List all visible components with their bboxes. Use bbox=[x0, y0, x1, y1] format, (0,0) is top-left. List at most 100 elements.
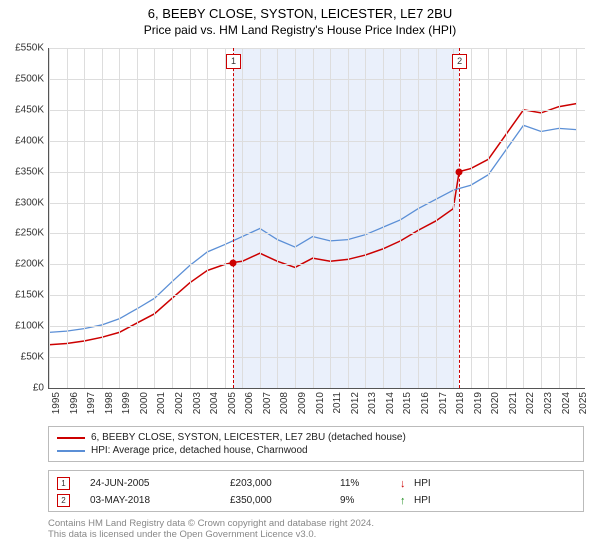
arrow-icon: ↑ bbox=[400, 495, 414, 507]
xtick-label: 2001 bbox=[156, 392, 167, 414]
gridline-v bbox=[242, 48, 243, 388]
gridline-v bbox=[418, 48, 419, 388]
gridline-h bbox=[49, 203, 585, 204]
attribution-line-2: This data is licensed under the Open Gov… bbox=[48, 529, 584, 540]
xtick-label: 2009 bbox=[297, 392, 308, 414]
gridline-v bbox=[172, 48, 173, 388]
gridline-h bbox=[49, 357, 585, 358]
gridline-v bbox=[348, 48, 349, 388]
gridline-v bbox=[506, 48, 507, 388]
gridline-v bbox=[436, 48, 437, 388]
xtick-label: 2011 bbox=[332, 392, 343, 414]
ytick-label: £450K bbox=[0, 104, 44, 115]
xtick-label: 1997 bbox=[86, 392, 97, 414]
xtick-label: 1996 bbox=[69, 392, 80, 414]
gridline-v bbox=[277, 48, 278, 388]
sale-marker-box: 2 bbox=[452, 54, 467, 69]
xtick-label: 2023 bbox=[543, 392, 554, 414]
sale-price: £350,000 bbox=[230, 495, 340, 506]
sales-table: 124-JUN-2005£203,00011%↓HPI203-MAY-2018£… bbox=[48, 470, 584, 512]
gridline-h bbox=[49, 79, 585, 80]
gridline-v bbox=[453, 48, 454, 388]
chart-lines bbox=[49, 48, 585, 388]
sale-marker-box: 1 bbox=[226, 54, 241, 69]
xtick-label: 2002 bbox=[174, 392, 185, 414]
ytick-label: £350K bbox=[0, 166, 44, 177]
sale-pct: 9% bbox=[340, 495, 400, 506]
gridline-v bbox=[102, 48, 103, 388]
gridline-v bbox=[260, 48, 261, 388]
sale-row: 124-JUN-2005£203,00011%↓HPI bbox=[57, 475, 575, 492]
gridline-v bbox=[365, 48, 366, 388]
ytick-label: £500K bbox=[0, 73, 44, 84]
sale-hpi-label: HPI bbox=[414, 495, 431, 506]
ytick-label: £150K bbox=[0, 290, 44, 301]
gridline-v bbox=[154, 48, 155, 388]
ytick-label: £300K bbox=[0, 197, 44, 208]
gridline-v bbox=[400, 48, 401, 388]
legend-swatch bbox=[57, 450, 85, 452]
xtick-label: 2019 bbox=[473, 392, 484, 414]
xtick-label: 1995 bbox=[51, 392, 62, 414]
gridline-h bbox=[49, 141, 585, 142]
xtick-label: 2025 bbox=[578, 392, 589, 414]
legend-row: HPI: Average price, detached house, Char… bbox=[57, 444, 575, 457]
gridline-v bbox=[137, 48, 138, 388]
gridline-v bbox=[471, 48, 472, 388]
gridline-h bbox=[49, 233, 585, 234]
xtick-label: 2000 bbox=[139, 392, 150, 414]
sale-date: 24-JUN-2005 bbox=[90, 478, 230, 489]
xtick-label: 2018 bbox=[455, 392, 466, 414]
legend-swatch bbox=[57, 437, 85, 439]
sale-hpi-label: HPI bbox=[414, 478, 431, 489]
chart-subtitle: Price paid vs. HM Land Registry's House … bbox=[0, 21, 600, 37]
gridline-h bbox=[49, 110, 585, 111]
sale-date: 03-MAY-2018 bbox=[90, 495, 230, 506]
xtick-label: 2006 bbox=[244, 392, 255, 414]
gridline-v bbox=[523, 48, 524, 388]
gridline-v bbox=[84, 48, 85, 388]
xtick-label: 2003 bbox=[192, 392, 203, 414]
gridline-h bbox=[49, 172, 585, 173]
ytick-label: £400K bbox=[0, 135, 44, 146]
sale-price: £203,000 bbox=[230, 478, 340, 489]
gridline-h bbox=[49, 48, 585, 49]
xtick-label: 2024 bbox=[561, 392, 572, 414]
xtick-label: 2022 bbox=[525, 392, 536, 414]
gridline-v bbox=[313, 48, 314, 388]
ytick-label: £200K bbox=[0, 259, 44, 270]
ytick-label: £250K bbox=[0, 228, 44, 239]
xtick-label: 2017 bbox=[438, 392, 449, 414]
gridline-v bbox=[119, 48, 120, 388]
ytick-label: £50K bbox=[0, 352, 44, 363]
xtick-label: 2005 bbox=[227, 392, 238, 414]
xtick-label: 2004 bbox=[209, 392, 220, 414]
sale-marker-line bbox=[233, 48, 234, 388]
gridline-h bbox=[49, 264, 585, 265]
legend-series: 6, BEEBY CLOSE, SYSTON, LEICESTER, LE7 2… bbox=[48, 426, 584, 462]
xtick-label: 2010 bbox=[315, 392, 326, 414]
gridline-v bbox=[190, 48, 191, 388]
xtick-label: 2020 bbox=[490, 392, 501, 414]
gridline-v bbox=[49, 48, 50, 388]
plot-area: 12 bbox=[48, 48, 585, 389]
gridline-v bbox=[295, 48, 296, 388]
sale-row: 2 03-MAY-2018£350,0009%↑HPI bbox=[57, 492, 575, 509]
chart-title: 6, BEEBY CLOSE, SYSTON, LEICESTER, LE7 2… bbox=[0, 0, 600, 21]
xtick-label: 2007 bbox=[262, 392, 273, 414]
sale-row-marker: 2 bbox=[57, 494, 70, 507]
arrow-icon: ↓ bbox=[400, 478, 414, 490]
xtick-label: 2015 bbox=[402, 392, 413, 414]
ytick-label: £100K bbox=[0, 321, 44, 332]
xtick-label: 2014 bbox=[385, 392, 396, 414]
sale-marker-line bbox=[459, 48, 460, 388]
sale-row-marker: 1 bbox=[57, 477, 70, 490]
xtick-label: 2013 bbox=[367, 392, 378, 414]
gridline-v bbox=[207, 48, 208, 388]
gridline-v bbox=[488, 48, 489, 388]
xtick-label: 1998 bbox=[104, 392, 115, 414]
gridline-v bbox=[559, 48, 560, 388]
gridline-v bbox=[541, 48, 542, 388]
ytick-label: £550K bbox=[0, 43, 44, 54]
legend-row: 6, BEEBY CLOSE, SYSTON, LEICESTER, LE7 2… bbox=[57, 431, 575, 444]
